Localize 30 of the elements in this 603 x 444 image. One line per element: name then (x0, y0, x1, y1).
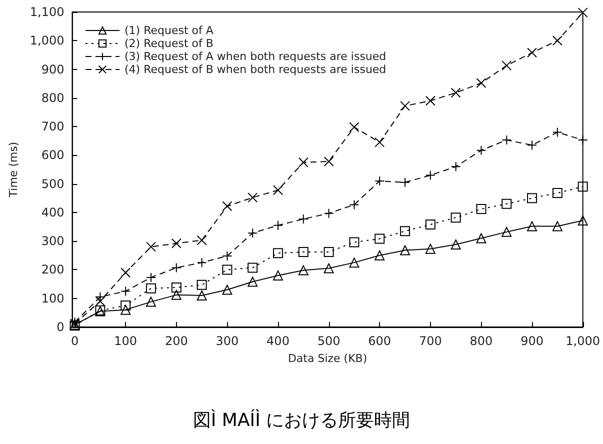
y-tick-label: 1,000 (30, 34, 64, 48)
legend-label: (4) Request of B when both requests are issued (124, 63, 386, 76)
x-tick-label: 0 (70, 334, 79, 348)
y-tick-label: 600 (41, 148, 64, 162)
legend-label: (1) Request of A (124, 24, 214, 37)
legend-label: (2) Request of B (124, 37, 214, 50)
x-tick-label: 300 (216, 334, 239, 348)
x-tick-label: 200 (164, 334, 188, 348)
y-tick-label: 900 (41, 62, 64, 76)
x-tick-label: 900 (520, 334, 544, 348)
x-tick-label: 800 (470, 334, 493, 348)
y-tick-label: 500 (41, 176, 64, 191)
y-tick-label: 800 (41, 90, 64, 105)
y-tick-label: 200 (41, 262, 64, 277)
x-tick-label: 700 (418, 334, 442, 348)
y-tick-label: 0 (56, 320, 64, 334)
y-tick-label: 300 (41, 234, 64, 248)
x-tick-label: 500 (317, 334, 340, 348)
y-tick-label: 100 (41, 291, 64, 306)
y-axis-title: Time (ms) (7, 142, 20, 198)
y-tick-label: 700 (41, 120, 64, 134)
text: 図Ì MAÍÌ における所要時間 (192, 408, 412, 432)
y-tick-label: 1,100 (30, 5, 64, 19)
x-tick-label: 1,000 (566, 334, 600, 348)
y-tick-label: 400 (41, 205, 64, 220)
x-tick-label: 100 (114, 334, 138, 348)
x-axis-title: Data Size (KB) (288, 352, 368, 365)
x-tick-label: 400 (266, 334, 290, 348)
legend-label: (3) Request of A when both requests are issued (124, 50, 386, 63)
x-tick-label: 600 (368, 334, 392, 348)
